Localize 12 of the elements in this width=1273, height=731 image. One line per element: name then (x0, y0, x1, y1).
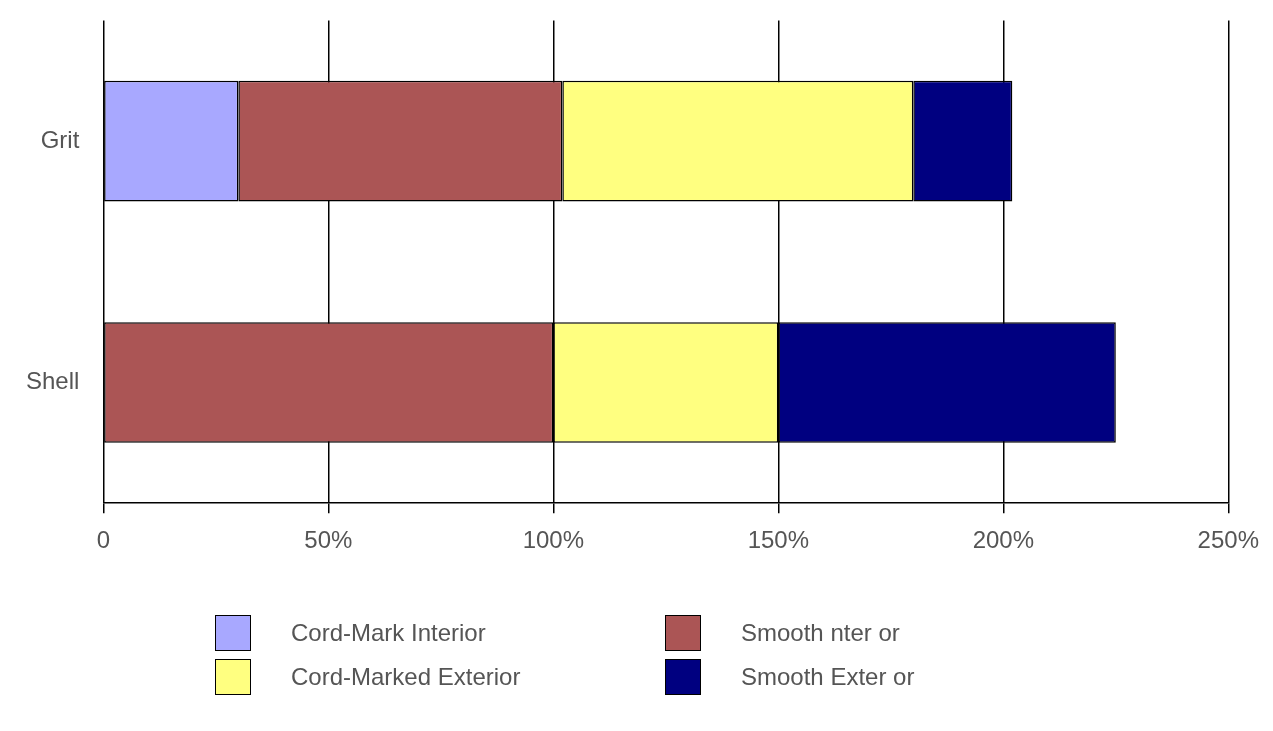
legend-label: Smooth nter or (741, 619, 900, 647)
x-tick-label: 150% (747, 526, 810, 554)
legend-label: Cord-Mark Interior (291, 619, 486, 647)
legend-label: Cord-Marked Exterior (291, 663, 521, 691)
x-tick-label: 50% (304, 526, 353, 554)
y-tick-label: Shell (25, 367, 80, 395)
x-tick-label: 250% (1197, 526, 1259, 554)
x-tick-label: 0 (96, 526, 111, 554)
x-tick-label: 100% (522, 526, 585, 554)
x-tick-label: 200% (972, 526, 1035, 554)
legend-label: Smooth Exter or (741, 663, 915, 691)
y-tick-label: Grit (40, 125, 80, 153)
